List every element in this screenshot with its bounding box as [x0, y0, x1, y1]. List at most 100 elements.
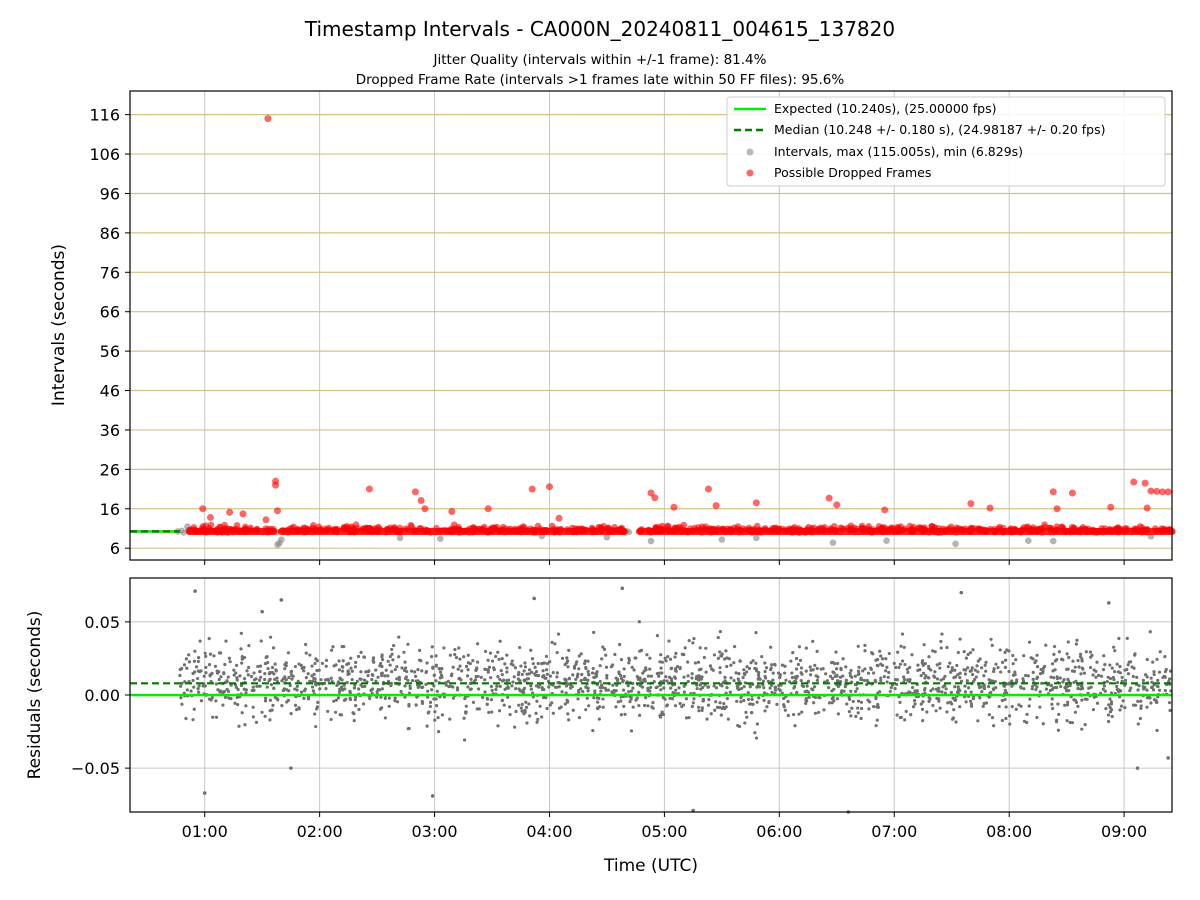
residual-point	[180, 681, 184, 685]
residual-point	[811, 639, 815, 643]
residual-point	[196, 676, 200, 681]
legend-dropped-swatch	[746, 169, 754, 177]
residual-point	[844, 665, 848, 669]
residual-point	[1109, 691, 1114, 695]
residual-point	[586, 669, 590, 674]
x-tick-label: 08:00	[986, 822, 1032, 841]
residual-point	[691, 701, 695, 705]
residual-point	[380, 674, 384, 678]
residual-point	[415, 695, 419, 699]
residual-point	[586, 686, 590, 690]
residual-point	[192, 685, 196, 689]
residual-point	[669, 686, 673, 690]
residual-point	[638, 684, 643, 688]
residual-point	[293, 703, 298, 707]
residual-point	[407, 704, 411, 708]
dropped-frame-point	[573, 527, 581, 534]
residual-point	[1120, 679, 1124, 683]
top-y-tick-label: 26	[100, 460, 120, 479]
residual-point	[996, 665, 1000, 670]
top-y-tick-label: 96	[100, 184, 120, 203]
residual-point	[1157, 688, 1162, 692]
residual-point	[678, 701, 682, 706]
residual-point	[948, 661, 952, 665]
residual-point	[826, 685, 831, 690]
residual-point	[848, 671, 852, 675]
residual-point	[304, 676, 308, 680]
residual-point	[310, 664, 314, 668]
residual-point	[571, 708, 575, 712]
residual-point	[519, 664, 523, 668]
residual-point	[288, 683, 292, 688]
residual-point	[1145, 705, 1149, 709]
residual-point	[436, 715, 440, 720]
residual-point	[1074, 642, 1078, 646]
residual-point	[605, 673, 609, 678]
residual-point	[964, 668, 968, 672]
residual-point	[920, 659, 925, 663]
bottom-y-tick-label: 0.05	[84, 613, 120, 632]
residual-point	[738, 659, 742, 663]
residual-point	[992, 667, 996, 671]
residual-point	[1149, 676, 1153, 680]
residual-point	[925, 710, 929, 714]
residual-point	[1000, 698, 1004, 703]
residual-point	[574, 677, 578, 682]
residual-point	[340, 669, 345, 673]
residual-point	[1115, 681, 1120, 685]
dropped-frame-point	[1147, 487, 1155, 495]
residual-point	[388, 663, 392, 667]
dropped-frame-point	[325, 524, 333, 532]
residual-point	[547, 685, 551, 689]
residual-point	[1015, 678, 1019, 682]
residual-point	[337, 690, 342, 694]
residual-point	[390, 647, 394, 652]
residual-point	[334, 698, 339, 702]
residual-point	[861, 669, 865, 673]
residual-point	[1028, 697, 1032, 701]
residual-point	[1078, 655, 1083, 659]
residual-point	[500, 673, 504, 677]
residual-point	[216, 688, 220, 692]
residual-point	[885, 665, 889, 669]
residual-point	[273, 677, 277, 681]
residual-point	[682, 690, 687, 694]
residual-point	[1163, 688, 1167, 693]
residual-point	[471, 659, 475, 663]
residual-point	[1102, 654, 1106, 658]
residual-point	[406, 678, 410, 682]
residual-point	[424, 669, 429, 674]
dropped-frame-point	[664, 527, 672, 534]
residual-point	[197, 684, 201, 688]
residual-point	[783, 671, 787, 675]
dropped-frame-point	[1068, 489, 1076, 497]
residual-point	[791, 651, 795, 655]
residual-point	[844, 678, 848, 682]
residual-point	[1092, 695, 1096, 699]
residual-point	[229, 697, 233, 701]
residual-point	[450, 672, 454, 676]
residual-point	[1096, 673, 1101, 677]
residual-point	[816, 675, 820, 679]
residual-point	[904, 709, 908, 713]
residual-point	[817, 695, 821, 700]
residual-point	[604, 653, 608, 657]
residual-point	[465, 674, 470, 678]
residual-point	[545, 668, 549, 672]
residual-point	[921, 700, 925, 704]
residual-point	[850, 675, 854, 679]
dropped-frame-point	[909, 528, 916, 535]
residual-point	[815, 666, 819, 671]
dropped-frame-point	[199, 505, 207, 513]
residual-point	[512, 675, 516, 679]
residual-point	[1049, 683, 1053, 687]
residual-point	[1011, 662, 1015, 666]
residual-point	[1061, 658, 1065, 662]
residual-point	[816, 710, 821, 715]
residual-point	[1065, 719, 1069, 723]
residual-point	[700, 708, 704, 712]
residual-point	[238, 674, 242, 678]
residual-point	[369, 688, 374, 692]
residual-point	[246, 673, 250, 677]
residual-point	[1030, 684, 1035, 689]
